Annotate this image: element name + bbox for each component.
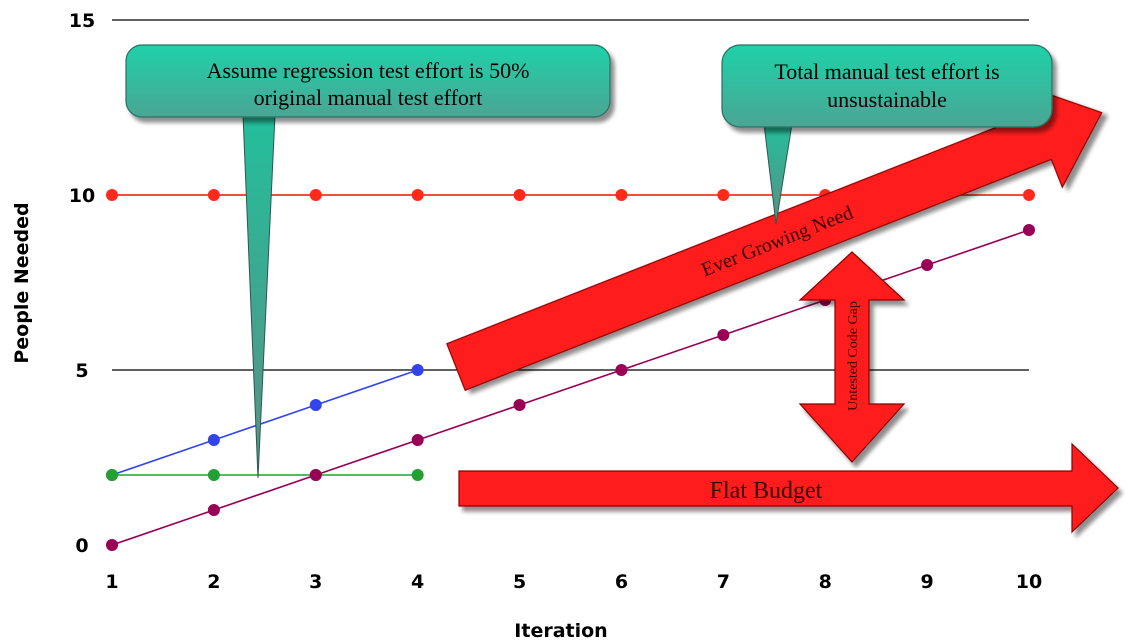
x-tick-label: 10 bbox=[1016, 571, 1042, 593]
x-tick-label: 7 bbox=[717, 571, 730, 593]
data-point-gap bbox=[717, 329, 730, 341]
y-tick-label: 5 bbox=[75, 360, 88, 382]
callout-unsustainable-line2: unsustainable bbox=[827, 87, 947, 112]
flat-budget-arrow: Flat Budget bbox=[458, 442, 1119, 534]
y-axis-title: People Needed bbox=[11, 202, 33, 363]
x-tick-label: 3 bbox=[309, 571, 322, 593]
callout-regression-effort: Assume regression test effort is 50% ori… bbox=[125, 44, 611, 479]
untested-code-gap-arrow: Untested Code Gap bbox=[798, 251, 906, 463]
flat-budget-label: Flat Budget bbox=[710, 478, 823, 504]
x-tick-label: 9 bbox=[920, 571, 933, 593]
callout-regression-line2: original manual test effort bbox=[254, 85, 483, 110]
x-axis-title: Iteration bbox=[514, 620, 607, 642]
data-point-regression bbox=[411, 364, 424, 376]
y-tick-label: 10 bbox=[69, 185, 95, 207]
x-tick-label: 8 bbox=[819, 571, 832, 593]
x-tick-label: 2 bbox=[207, 571, 220, 593]
data-point-total bbox=[513, 189, 526, 201]
data-point-budget bbox=[106, 469, 118, 481]
data-point-regression bbox=[207, 434, 220, 446]
y-tick-label: 0 bbox=[75, 535, 88, 557]
x-tick-label: 6 bbox=[615, 571, 628, 593]
data-point-gap bbox=[309, 469, 322, 481]
data-point-regression bbox=[309, 399, 322, 411]
data-point-gap bbox=[615, 364, 628, 376]
data-point-gap bbox=[921, 259, 934, 271]
y-tick-labels: 0 5 10 15 bbox=[69, 10, 95, 557]
x-tick-label: 5 bbox=[513, 571, 526, 593]
data-point-gap bbox=[513, 399, 526, 411]
series-layer bbox=[106, 189, 1035, 551]
callout-unsustainable-line1: Total manual test effort is bbox=[774, 59, 999, 84]
data-point-total bbox=[106, 189, 118, 201]
data-point-gap bbox=[411, 434, 424, 446]
callout-unsustainable: Total manual test effort is unsustainabl… bbox=[721, 44, 1053, 225]
y-tick-label: 15 bbox=[69, 10, 95, 32]
data-point-total bbox=[309, 189, 322, 201]
data-point-budget bbox=[207, 469, 220, 481]
x-tick-label: 4 bbox=[411, 571, 424, 593]
x-tick-labels: 1 2 3 4 5 6 7 8 9 10 bbox=[105, 571, 1042, 593]
data-point-total bbox=[717, 189, 730, 201]
series-line-regression bbox=[111, 369, 418, 476]
data-point-total bbox=[615, 189, 628, 201]
data-point-gap bbox=[207, 504, 220, 516]
data-point-total bbox=[207, 189, 220, 201]
data-point-gap bbox=[106, 539, 118, 551]
data-point-gap bbox=[1023, 224, 1035, 236]
data-point-total bbox=[411, 189, 424, 201]
untested-code-gap-label: Untested Code Gap bbox=[846, 301, 861, 411]
callout-regression-line1: Assume regression test effort is 50% bbox=[207, 58, 530, 83]
x-tick-label: 1 bbox=[105, 571, 118, 593]
data-point-total bbox=[1023, 189, 1035, 201]
data-point-budget bbox=[411, 469, 424, 481]
